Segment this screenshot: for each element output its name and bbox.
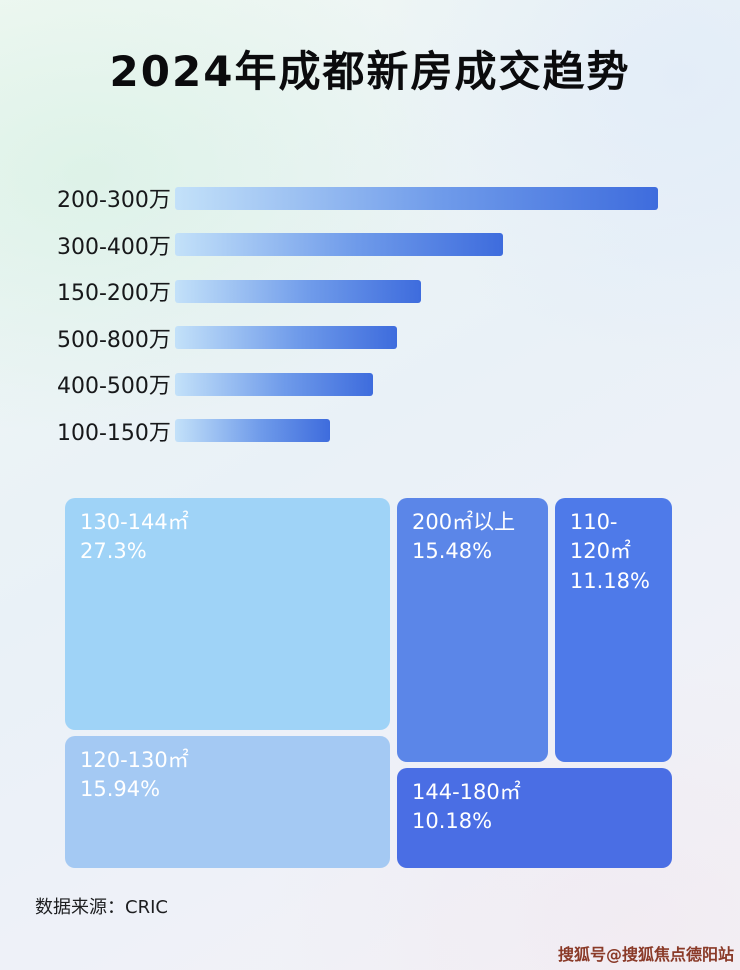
bar-track [175,326,658,350]
bar [175,372,374,396]
treemap-cell-value: 15.94% [80,777,161,802]
treemap-cell-value: 10.18% [412,809,493,834]
bar-label: 500-800万 [57,327,171,353]
bar [175,186,658,210]
bar-track [175,372,658,396]
bar-row: 300-400万 [57,222,697,269]
treemap-cell-label: 110-120㎡ [569,510,631,564]
treemap-cell-value: 27.3% [80,539,147,564]
bar [175,326,398,350]
bar-label: 150-200万 [57,281,171,307]
treemap-cell-label: 130-144㎡ [80,510,189,534]
treemap-cell: 110-120㎡ 11.18% [554,498,672,763]
bar-row: 500-800万 [57,315,697,362]
data-source: 数据来源：CRIC [35,897,168,918]
treemap-cell-label: 200㎡以上 [412,510,516,534]
bar-track [175,233,658,257]
treemap-cell: 130-144㎡ 27.3% [65,498,390,730]
treemap-cell-label: 144-180㎡ [412,780,521,805]
bar [175,233,504,257]
bar-label: 200-300万 [57,188,171,214]
treemap-cell-label: 120-130㎡ [80,747,189,772]
treemap-cell: 120-130㎡ 15.94% [65,735,390,868]
page-title: 2024年成都新房成交趋势 [109,47,631,96]
bar-track [175,279,658,303]
treemap-cell-value: 15.48% [412,539,493,564]
bar-label: 400-500万 [57,374,171,400]
treemap-cell: 144-180㎡ 10.18% [397,768,672,868]
bar-row: 200-300万 [57,175,697,222]
treemap-cell-value: 11.18% [569,568,650,593]
bar-row: 100-150万 [57,408,697,455]
bar-row: 150-200万 [57,268,697,315]
bar [175,419,330,443]
bar-row: 400-500万 [57,361,697,408]
bar-label: 300-400万 [57,234,171,260]
watermark: 搜狐号@搜狐焦点德阳站 [557,945,734,964]
treemap-cell: 200㎡以上 15.48% [397,498,549,763]
bar-track [175,419,658,443]
bar-track [175,186,658,210]
bar-chart: 200-300万 300-400万 150-200万 500-800万 400-500万… [57,175,697,454]
bar [175,279,422,303]
bar-label: 100-150万 [57,420,171,446]
treemap: 130-144㎡ 27.3% 200㎡以上 15.48% 110-120㎡ 11.18% 1… [65,498,672,868]
